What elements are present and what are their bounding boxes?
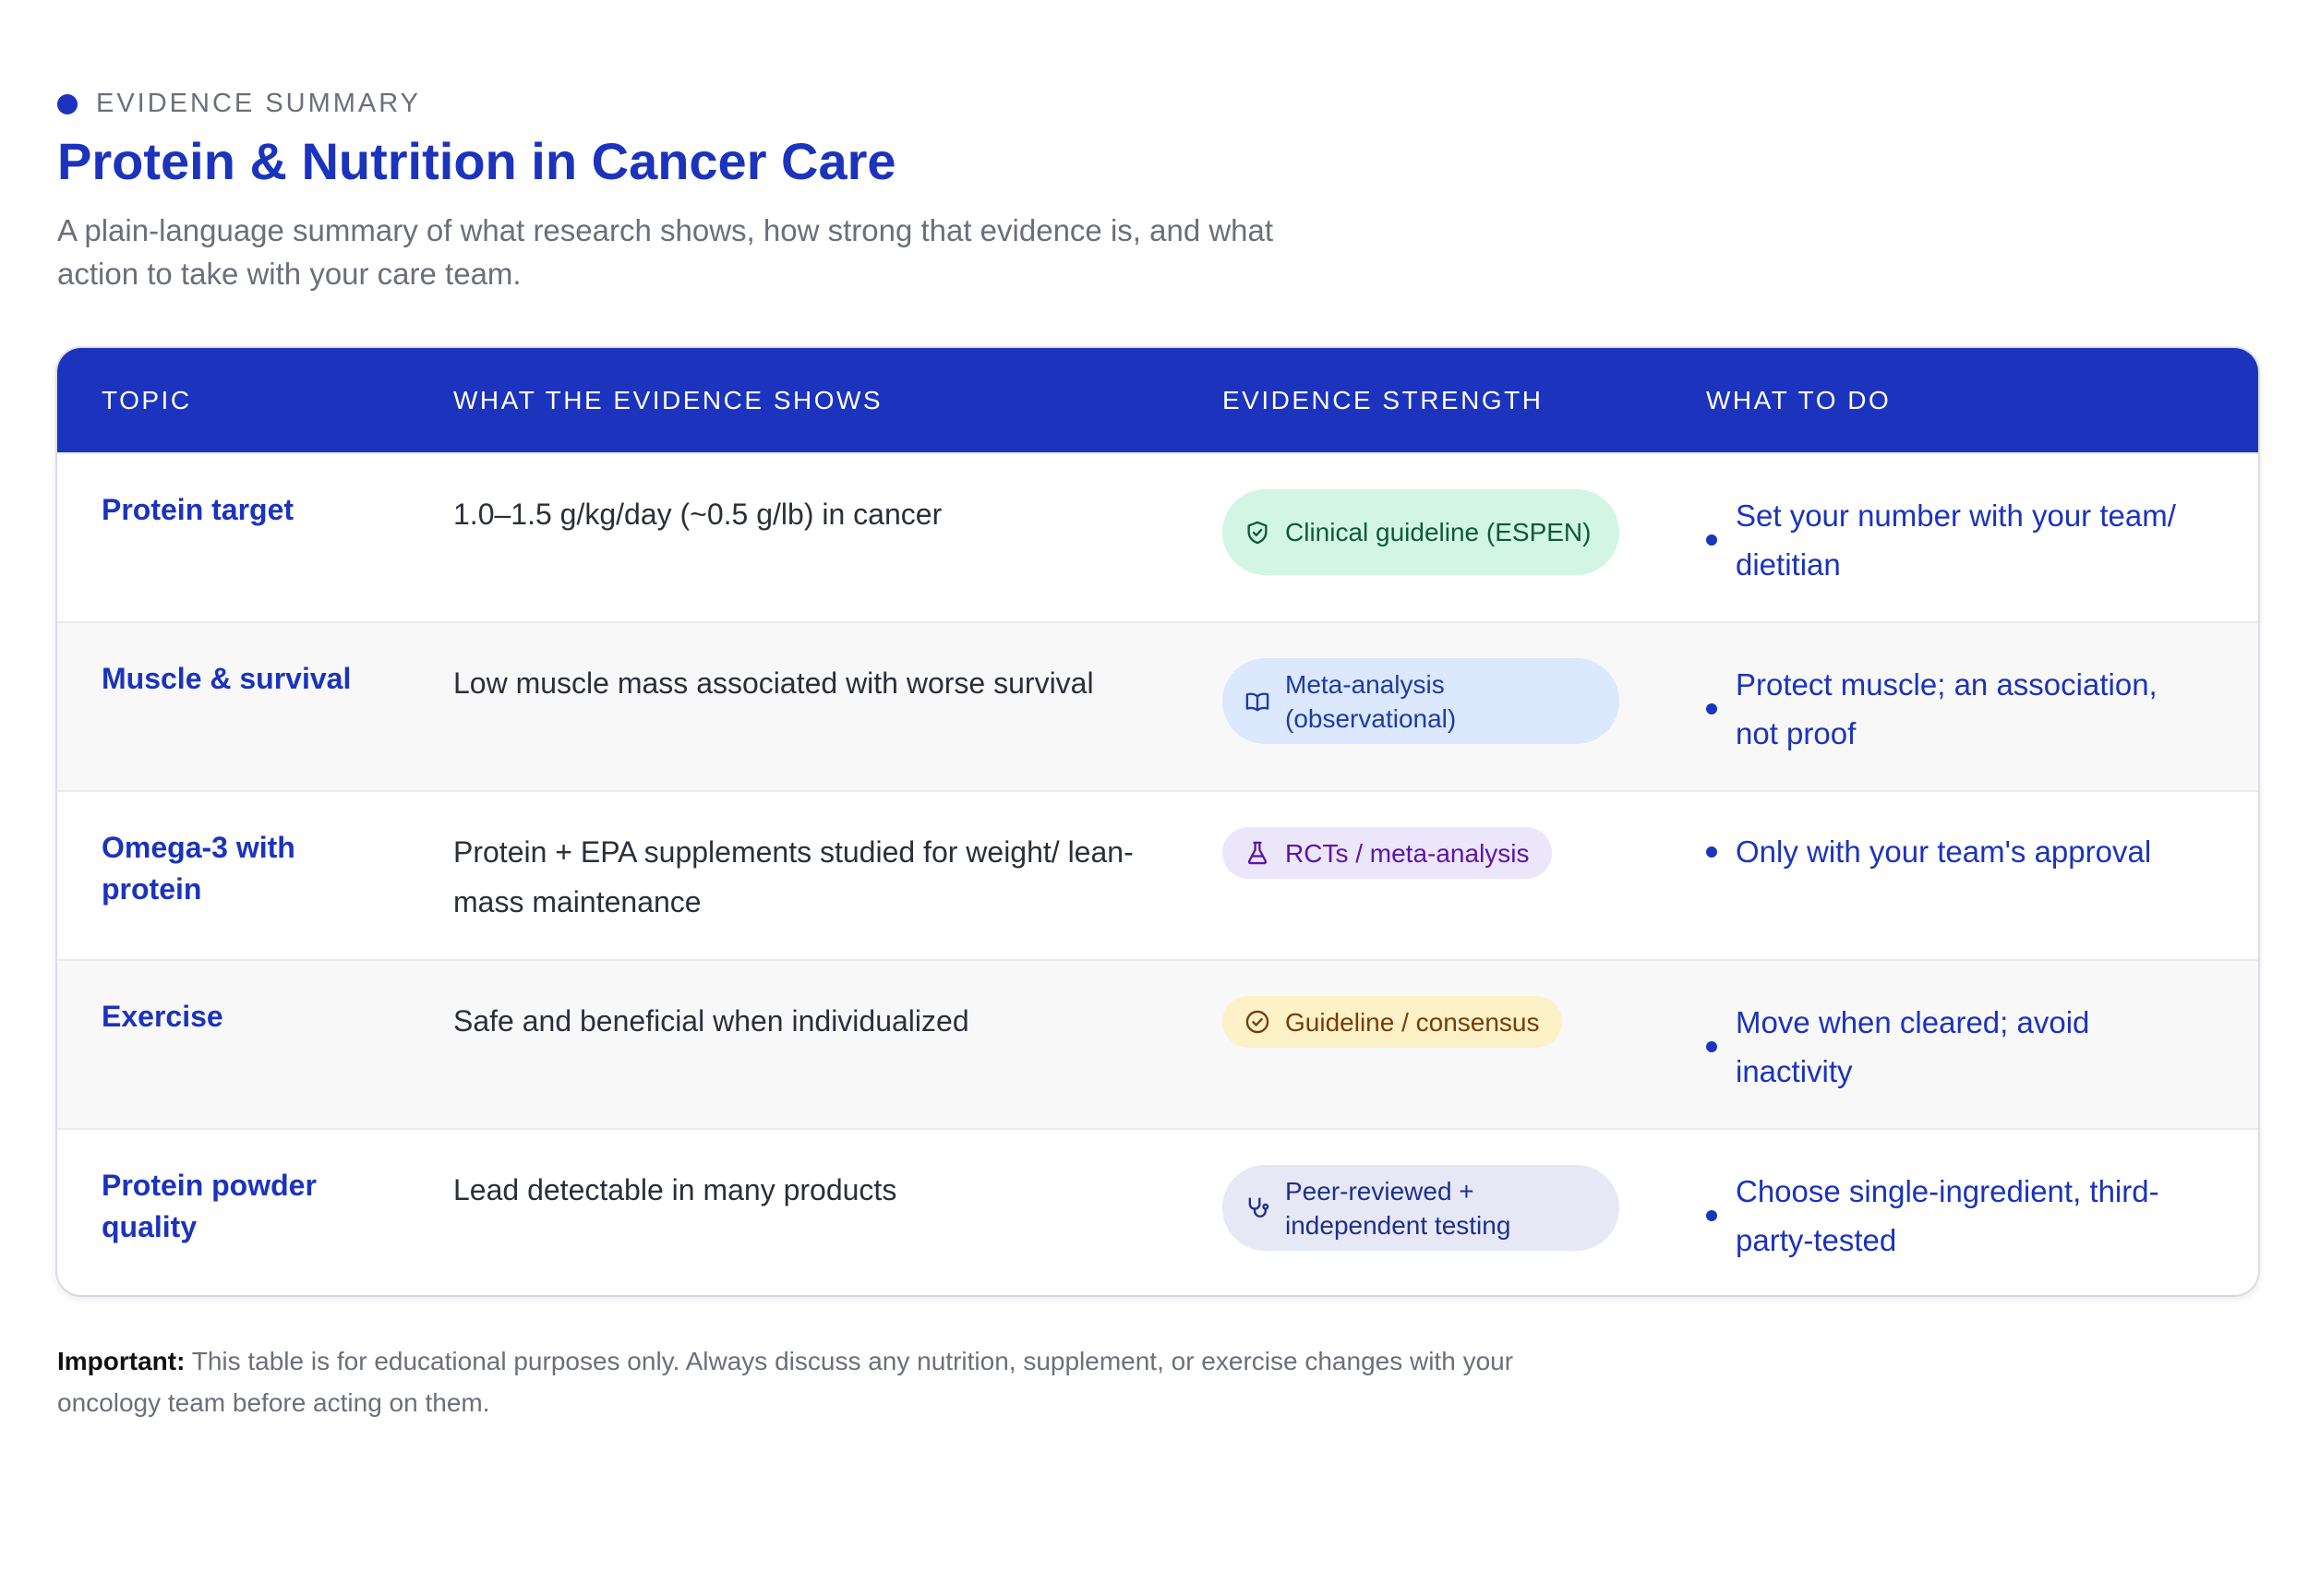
bullet-icon: [1706, 534, 1717, 546]
evidence-table: TOPIC WHAT THE EVIDENCE SHOWS EVIDENCE S…: [57, 348, 2258, 1295]
column-header-evidence: WHAT THE EVIDENCE SHOWS: [453, 386, 884, 414]
eyebrow: EVIDENCE SUMMARY: [57, 89, 421, 119]
row-action: Choose single-ingredient, third-party-te…: [1706, 1165, 2205, 1266]
disclaimer-label: Important:: [57, 1347, 186, 1375]
table-row: Exercise Safe and beneficial when indivi…: [57, 959, 2258, 1128]
row-finding: Protein + EPA supplements studied for we…: [453, 835, 1134, 918]
strength-badge: RCTs / meta-analysis: [1222, 827, 1552, 879]
shield-icon: [1247, 521, 1268, 544]
eyebrow-label: EVIDENCE SUMMARY: [96, 89, 422, 118]
row-topic: Protein target: [102, 493, 295, 526]
row-topic: Exercise: [102, 1000, 223, 1033]
table-row: Protein target 1.0–1.5 g/kg/day (~0.5 g/…: [57, 452, 2258, 621]
strength-badge: Peer-reviewed + independent testing: [1222, 1165, 1619, 1251]
bullet-icon: [1706, 703, 1717, 714]
column-header-strength: EVIDENCE STRENGTH: [1222, 386, 1544, 414]
row-finding: Low muscle mass associated with worse su…: [453, 666, 1094, 700]
strength-label: RCTs / meta-analysis: [1285, 838, 1530, 868]
action-text: Only with your team's approval: [1736, 834, 2152, 869]
strength-badge: Meta-analysis (observational): [1222, 658, 1619, 744]
action-text: Set your number with your team/ dietitia…: [1736, 498, 2176, 582]
table-row: Protein powder quality Lead detectable i…: [57, 1128, 2258, 1295]
row-finding: Lead detectable in many products: [453, 1173, 897, 1206]
table-row: Muscle & survival Low muscle mass associ…: [57, 621, 2258, 790]
action-text: Protect muscle; an association, not proo…: [1736, 667, 2158, 750]
disclaimer-note: Important: This table is for educational…: [57, 1340, 1534, 1423]
check-circle-icon: [1245, 1010, 1269, 1034]
book-icon: [1245, 692, 1269, 711]
strength-label: Clinical guideline (ESPEN): [1285, 518, 1592, 546]
table-row: Omega-3 with protein Protein + EPA suppl…: [57, 790, 2258, 959]
page-title: Protein & Nutrition in Cancer Care: [57, 132, 896, 190]
bullet-icon: [1706, 846, 1717, 858]
row-topic: Muscle & survival: [102, 662, 352, 695]
bullet-icon: [1706, 1210, 1717, 1221]
strength-badge: Clinical guideline (ESPEN): [1222, 489, 1619, 575]
row-action: Protect muscle; an association, not proo…: [1706, 658, 2205, 760]
strength-label: Guideline / consensus: [1285, 1007, 1540, 1037]
action-text: Move when cleared; avoid inactivity: [1736, 1005, 2090, 1088]
stethoscope-icon: [1248, 1196, 1269, 1218]
strength-label: Meta-analysis (observational): [1285, 669, 1457, 733]
row-topic: Protein powder quality: [102, 1169, 317, 1243]
column-header-action: WHAT TO DO: [1706, 386, 1892, 414]
row-action: Set your number with your team/ dietitia…: [1706, 489, 2205, 591]
column-header-topic: TOPIC: [102, 386, 192, 414]
strength-label: Peer-reviewed + independent testing: [1285, 1176, 1511, 1240]
row-action: Only with your team's approval: [1706, 827, 2205, 876]
page-subtitle: A plain-language summary of what researc…: [57, 213, 1274, 291]
row-finding: Safe and beneficial when individualized: [453, 1004, 969, 1038]
row-finding: 1.0–1.5 g/kg/day (~0.5 g/lb) in cancer: [453, 498, 943, 531]
table-header: TOPIC WHAT THE EVIDENCE SHOWS EVIDENCE S…: [57, 348, 2258, 452]
row-action: Move when cleared; avoid inactivity: [1706, 996, 2205, 1098]
bullet-icon: [1706, 1041, 1717, 1052]
row-topic: Omega-3 with protein: [102, 831, 295, 906]
dot-icon: [57, 93, 78, 114]
disclaimer-text: This table is for educational purposes o…: [57, 1347, 1514, 1417]
action-text: Choose single-ingredient, third-party-te…: [1736, 1174, 2159, 1257]
flask-icon: [1247, 841, 1268, 865]
strength-badge: Guideline / consensus: [1222, 996, 1562, 1048]
